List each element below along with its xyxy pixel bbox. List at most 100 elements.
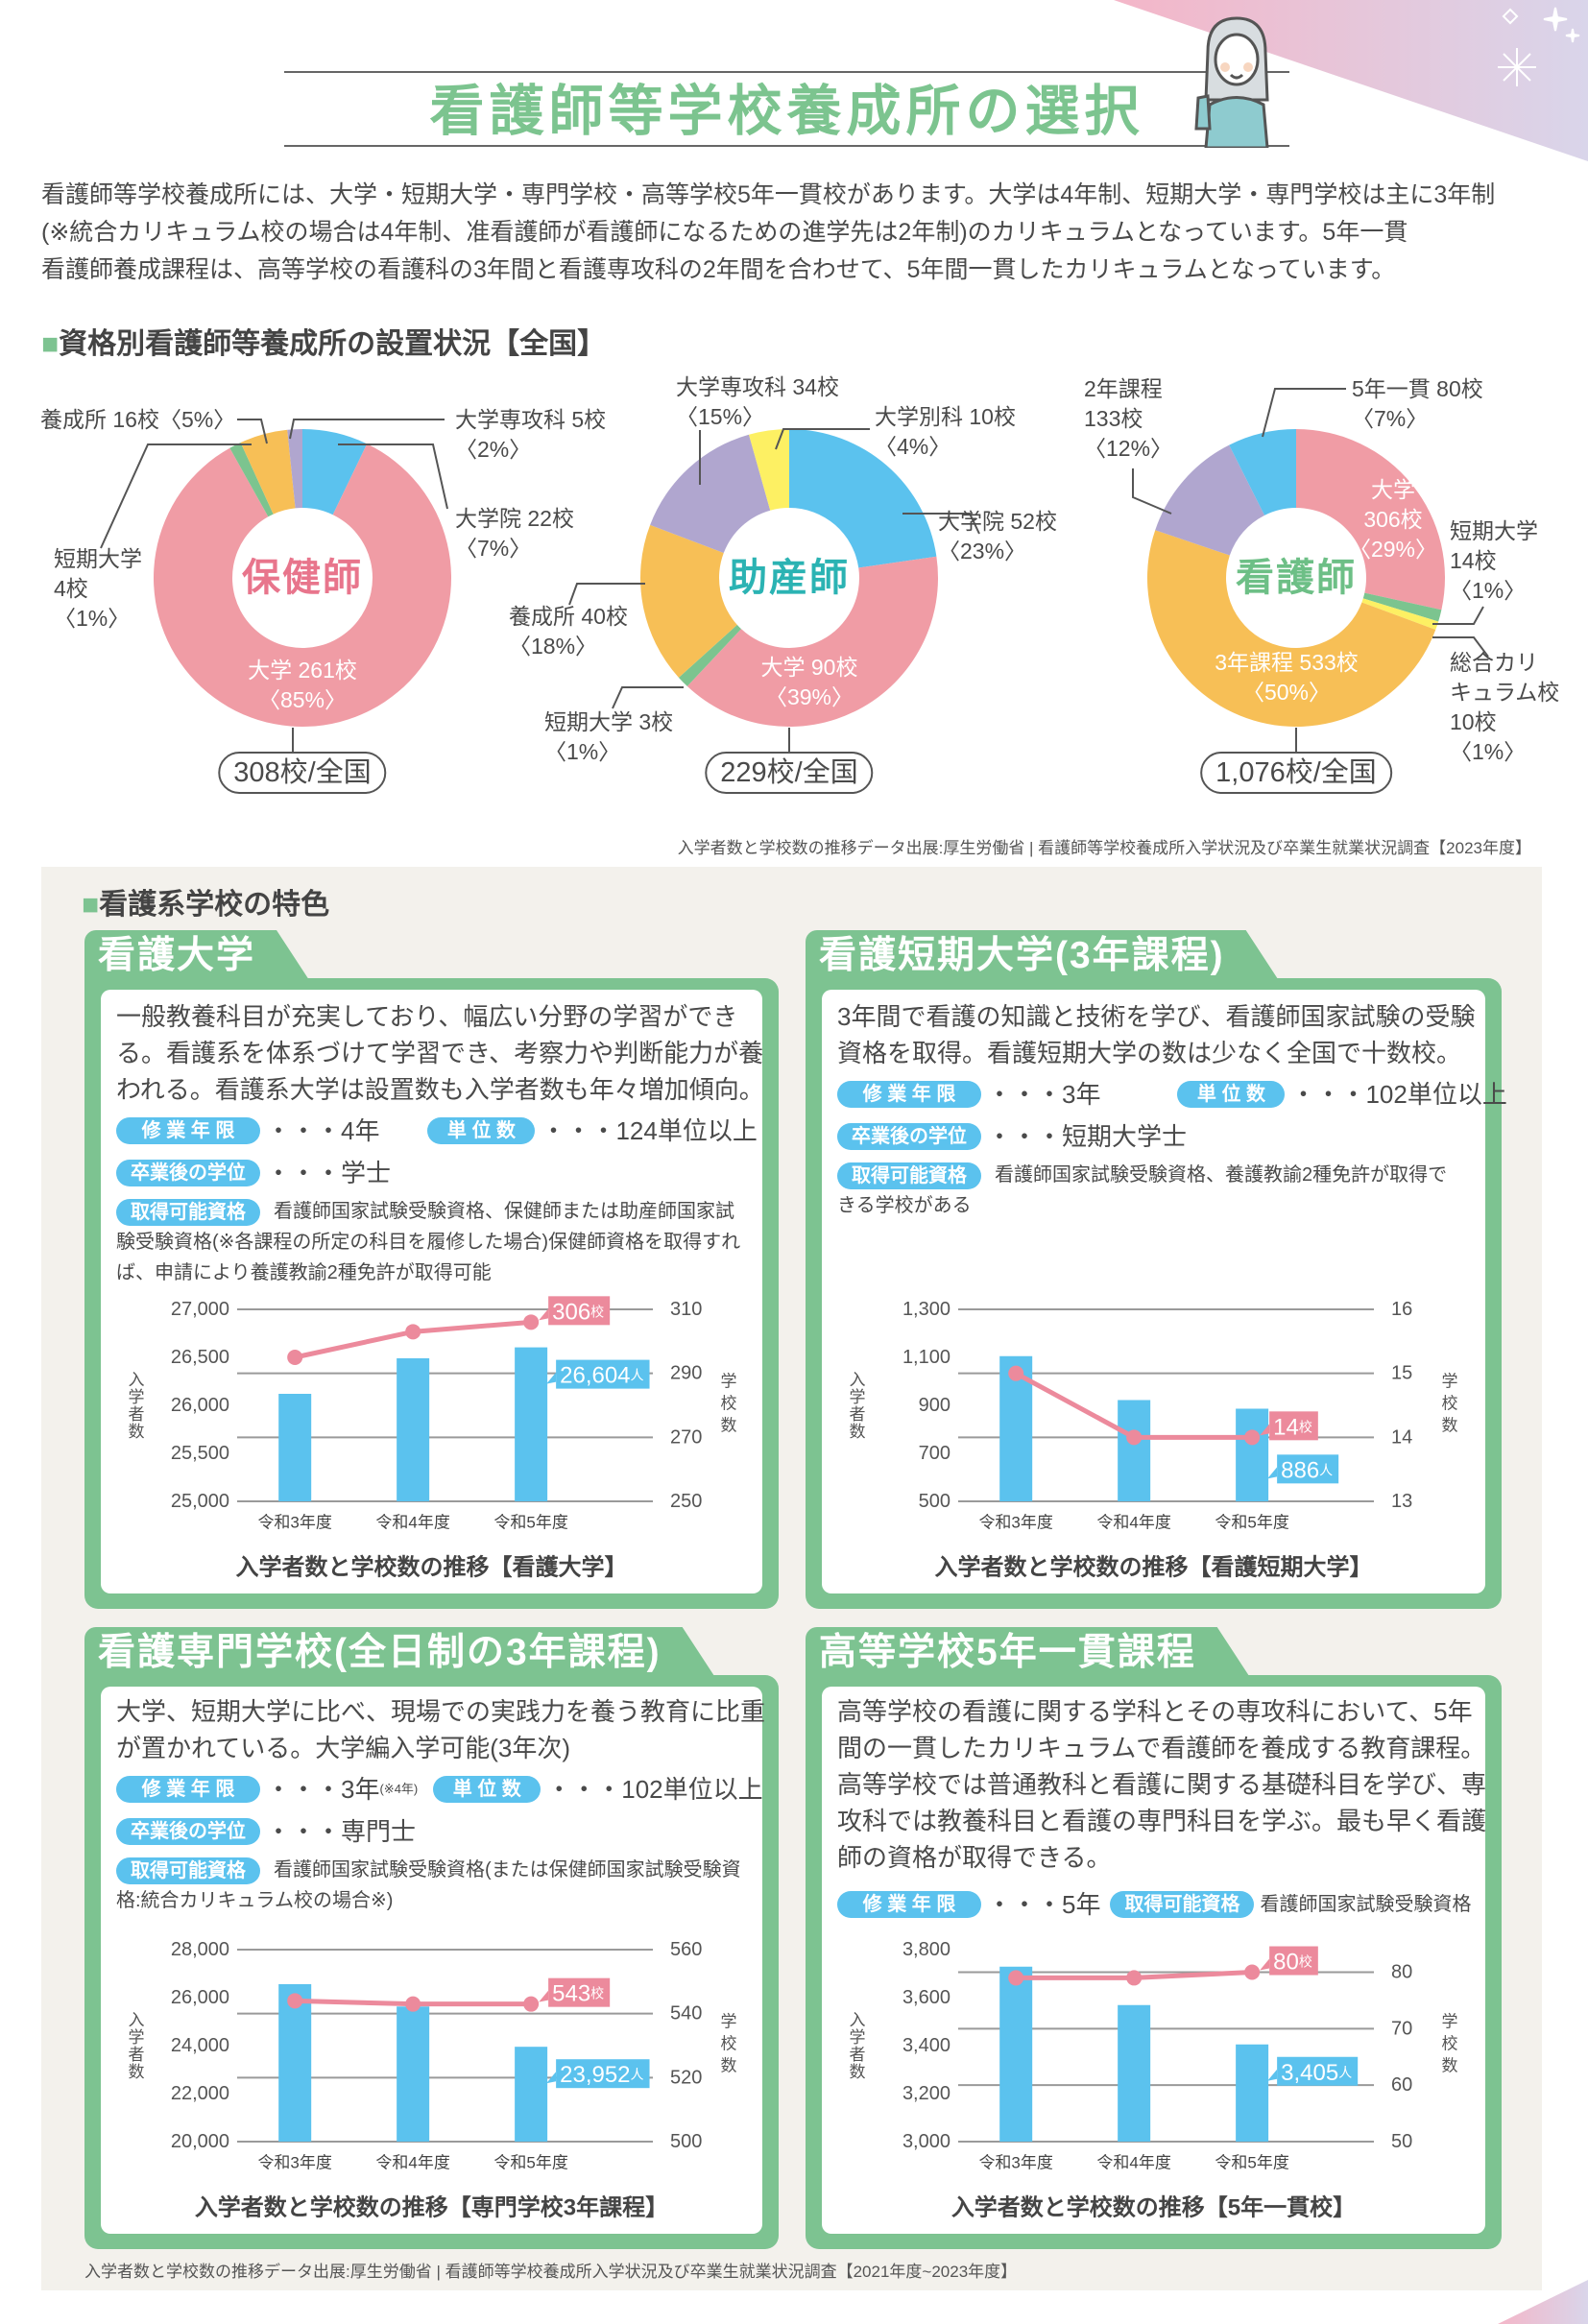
description-line: 大学、短期大学に比べ、現場での実践力を養う教育に比重 [116, 1697, 766, 1726]
callout-value: 543 [552, 1980, 590, 2006]
callout-value: 26,604 [560, 1362, 630, 1388]
bar [999, 1966, 1033, 2142]
years-note: (※4年) [379, 1782, 419, 1797]
school-card-title: 高等学校5年一貫課程 [806, 1627, 1250, 1677]
title-rule-bottom [284, 145, 1289, 147]
callout-value: 306 [552, 1299, 590, 1325]
bar [1236, 1408, 1269, 1501]
badge-units: 単 位 数 [433, 1776, 541, 1804]
callout-box [1277, 1454, 1339, 1484]
pie-slice [640, 524, 737, 678]
badge-years: 修 業 年 限 [116, 1776, 260, 1804]
qualification-text: 看護師国家試験受験資格、保健師または助産師国家試験受験資格(※各課程の所定の科目… [116, 1201, 741, 1284]
pie-slice [678, 624, 741, 686]
years-value: ・・・5年 [987, 1890, 1101, 1920]
description-line: 3年間で看護の知識と技術を学び、看護師国家試験の受験 [837, 1002, 1476, 1031]
left-tick-label: 28,000 [171, 1939, 229, 1960]
left-tick-label: 22,000 [171, 2083, 229, 2104]
left-tick-label: 3,600 [902, 1987, 950, 2008]
enrollment-chart: 50 60 70 80 3,000 3,200 3,400 3,600 3,800 入学者数 学校数… [847, 1939, 1458, 2221]
pie-slice [686, 556, 939, 727]
slice-label: 〈29%〉 [1349, 537, 1437, 562]
units-value: ・・・102単位以上 [1290, 1080, 1507, 1110]
right-tick-label: 560 [670, 1939, 702, 1960]
callout-unit: 校 [590, 1986, 604, 2001]
callout-text: 14校 [1273, 1414, 1312, 1440]
info-row: 卒業後の学位 ・・・専門士 [116, 1810, 743, 1851]
school-card-body: 大学、短期大学に比べ、現場での実践力を養う教育に比重 が置かれている。大学編入学… [101, 1687, 766, 2234]
x-tick-label: 令和4年度 [1096, 1514, 1170, 1532]
school-card-university: 看護大学 一般教養科目が充実しており、幅広い分野の学習ができ る。看護系を体系づ… [84, 978, 779, 1609]
enrollment-callout: 23,952人 [546, 2059, 650, 2089]
description-line: 間の一貫したカリキュラムで看護師を養成する教育課程。 [837, 1734, 1486, 1762]
pie-total-label: 229校/全国 [705, 752, 874, 794]
chart-title: 入学者数と学校数の推移【看護大学】 [236, 1554, 628, 1581]
slice-label: 133校 [1084, 406, 1143, 431]
callout-value: 23,952 [560, 2062, 630, 2088]
right-tick-label: 250 [670, 1491, 702, 1512]
qualification-text: 看護師国家試験受験資格(または保健師国家試験受験資格:統合カリキュラム校の場合※… [116, 1859, 741, 1912]
callout-value: 886 [1281, 1457, 1319, 1483]
x-tick-label: 令和3年度 [978, 1514, 1052, 1532]
badge-qualification: 取得可能資格 [837, 1162, 981, 1189]
data-source-note: 入学者数と学校数の推移データ出展:厚生労働省 | 看護師等学校養成所入学状況及び… [84, 2263, 1018, 2281]
leader-line [1432, 636, 1489, 658]
right-tick-label: 50 [1391, 2131, 1412, 2152]
intro-paragraph: 看護師等学校養成所には、大学・短期大学・専門学校・高等学校5年一貫校があります。… [41, 177, 1577, 289]
bar [1118, 2004, 1151, 2142]
callout-unit: 校 [1299, 1419, 1312, 1434]
qualification-row: 取得可能資格 看護師国家試験受験資格、保健師または助産師国家試験受験資格(※各課程… [116, 1196, 743, 1288]
description-line: 一般教養科目が充実しており、幅広い分野の学習ができ [116, 1002, 738, 1031]
left-tick-label: 24,000 [171, 2035, 229, 2056]
slice-label: 〈2%〉 [455, 437, 531, 462]
pie-slice [1155, 444, 1265, 556]
slice-label: 大学 [1371, 477, 1415, 502]
slice-label: 〈7%〉 [455, 536, 531, 561]
x-tick-label: 令和3年度 [257, 1514, 331, 1532]
y2-axis-label: 学校数 [718, 1372, 737, 1438]
pie-slice [287, 429, 302, 509]
bar [397, 1358, 430, 1501]
qualification-text: 看護師国家試験受験資格 [1260, 1894, 1472, 1916]
line-point [1244, 1429, 1261, 1446]
callout-text: 23,952人 [560, 2062, 643, 2088]
x-tick-label: 令和3年度 [257, 2154, 331, 2172]
chart-title: 入学者数と学校数の推移【5年一貫校】 [951, 2194, 1356, 2221]
intro-line: 看護師等学校養成所には、大学・短期大学・専門学校・高等学校5年一貫校があります。… [41, 181, 1496, 208]
data-source-note: 入学者数と学校数の推移データ出展:厚生労働省 | 看護師等学校養成所入学状況及び… [677, 839, 1531, 857]
x-tick-label: 令和5年度 [493, 1514, 567, 1532]
nurse-illustration [1194, 16, 1269, 148]
page-title: 看護師等学校養成所の選択 [429, 81, 1144, 142]
y2-axis-label: 学校数 [1439, 2012, 1458, 2078]
description-line: 攻科では教養科目と看護の専門科目を学ぶ。最も早く看護 [837, 1807, 1487, 1835]
info-row: 修 業 年 限・・・3年 単 位 数・・・102単位以上 [837, 1073, 1507, 1114]
section-title-distribution: ■資格別看護師等養成所の設置状況【全国】 [41, 320, 606, 362]
leader-line [289, 419, 445, 440]
line-point [405, 1996, 421, 2012]
leader-line [1132, 468, 1172, 515]
right-tick-label: 310 [670, 1299, 702, 1320]
years-value: ・・・3年 [266, 1775, 380, 1805]
callout-text: 26,604人 [560, 1362, 643, 1388]
info-row: 卒業後の学位 ・・・短期大学士 [837, 1115, 1466, 1156]
callout-value: 14 [1273, 1414, 1299, 1440]
right-tick-label: 500 [670, 2131, 702, 2152]
leader-line [338, 443, 448, 510]
line-point [1244, 1964, 1261, 1980]
badge-qualification: 取得可能資格 [116, 1198, 260, 1226]
pie-total-label: 308校/全国 [218, 752, 387, 794]
pie-slice [240, 429, 296, 515]
callout-pointer [539, 1308, 549, 1321]
school-card-title: 看護短期大学(3年課程) [806, 930, 1279, 980]
pie-slice [650, 434, 771, 554]
enrollment-chart: 500 520 540 560 20,000 22,000 24,000 26,000 28,0… [126, 1939, 737, 2221]
right-tick-label: 70 [1391, 2018, 1412, 2039]
callout-unit: 校 [1299, 1954, 1312, 1970]
slice-label: 大学 261校 [248, 658, 357, 683]
badge-degree: 卒業後の学位 [837, 1123, 981, 1151]
x-tick-label: 令和4年度 [1096, 2154, 1170, 2172]
callout-pointer [1267, 1467, 1278, 1479]
pie-slice [1229, 429, 1296, 515]
callout-pointer [546, 2072, 557, 2084]
badge-degree: 卒業後の学位 [116, 1160, 260, 1187]
